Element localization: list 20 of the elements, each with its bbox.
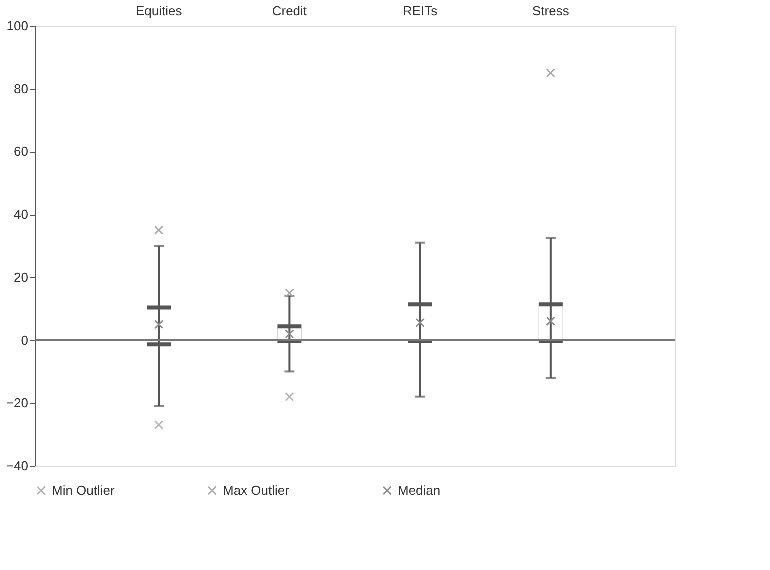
y-tick-label: 40 bbox=[14, 207, 28, 222]
legend-label: Median bbox=[398, 482, 441, 498]
point bbox=[154, 226, 164, 235]
point bbox=[154, 420, 164, 430]
x-tick-label: Stress bbox=[532, 4, 570, 18]
y-tick-label: −40 bbox=[6, 458, 28, 474]
legend-label: Max Outlier bbox=[223, 482, 290, 498]
y-tick-label: 20 bbox=[14, 270, 28, 285]
x-tick-label: REITs bbox=[402, 4, 438, 18]
point bbox=[285, 288, 294, 298]
point bbox=[546, 68, 556, 78]
y-tick-label: −20 bbox=[6, 396, 28, 411]
y-tick-label: 100 bbox=[6, 18, 28, 34]
y-tick-label: 80 bbox=[14, 81, 28, 96]
y-tick-label: 60 bbox=[14, 144, 28, 160]
legend-label: Min Outlier bbox=[52, 482, 116, 498]
y-tick-label: 0 bbox=[21, 332, 28, 348]
x-tick-label: Equities bbox=[136, 4, 183, 18]
point bbox=[285, 392, 294, 402]
x-tick-label: Credit bbox=[272, 4, 308, 18]
